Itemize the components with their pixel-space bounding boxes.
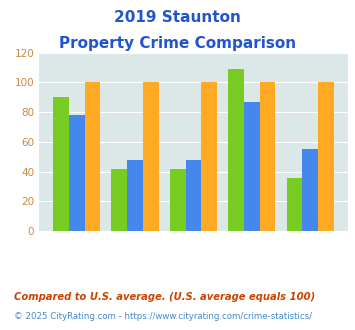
Text: © 2025 CityRating.com - https://www.cityrating.com/crime-statistics/: © 2025 CityRating.com - https://www.city… xyxy=(14,312,312,321)
Bar xyxy=(69,115,84,231)
Bar xyxy=(127,160,143,231)
Bar xyxy=(302,149,318,231)
Bar xyxy=(201,82,217,231)
Bar xyxy=(84,82,100,231)
Bar xyxy=(111,169,127,231)
Text: 2019 Staunton: 2019 Staunton xyxy=(114,10,241,25)
Bar xyxy=(228,69,244,231)
Bar xyxy=(244,102,260,231)
Text: Property Crime Comparison: Property Crime Comparison xyxy=(59,36,296,51)
Bar xyxy=(143,82,159,231)
Bar xyxy=(170,169,186,231)
Bar xyxy=(260,82,275,231)
Bar xyxy=(53,97,69,231)
Bar xyxy=(186,160,201,231)
Text: Compared to U.S. average. (U.S. average equals 100): Compared to U.S. average. (U.S. average … xyxy=(14,292,316,302)
Bar xyxy=(318,82,334,231)
Bar xyxy=(286,178,302,231)
